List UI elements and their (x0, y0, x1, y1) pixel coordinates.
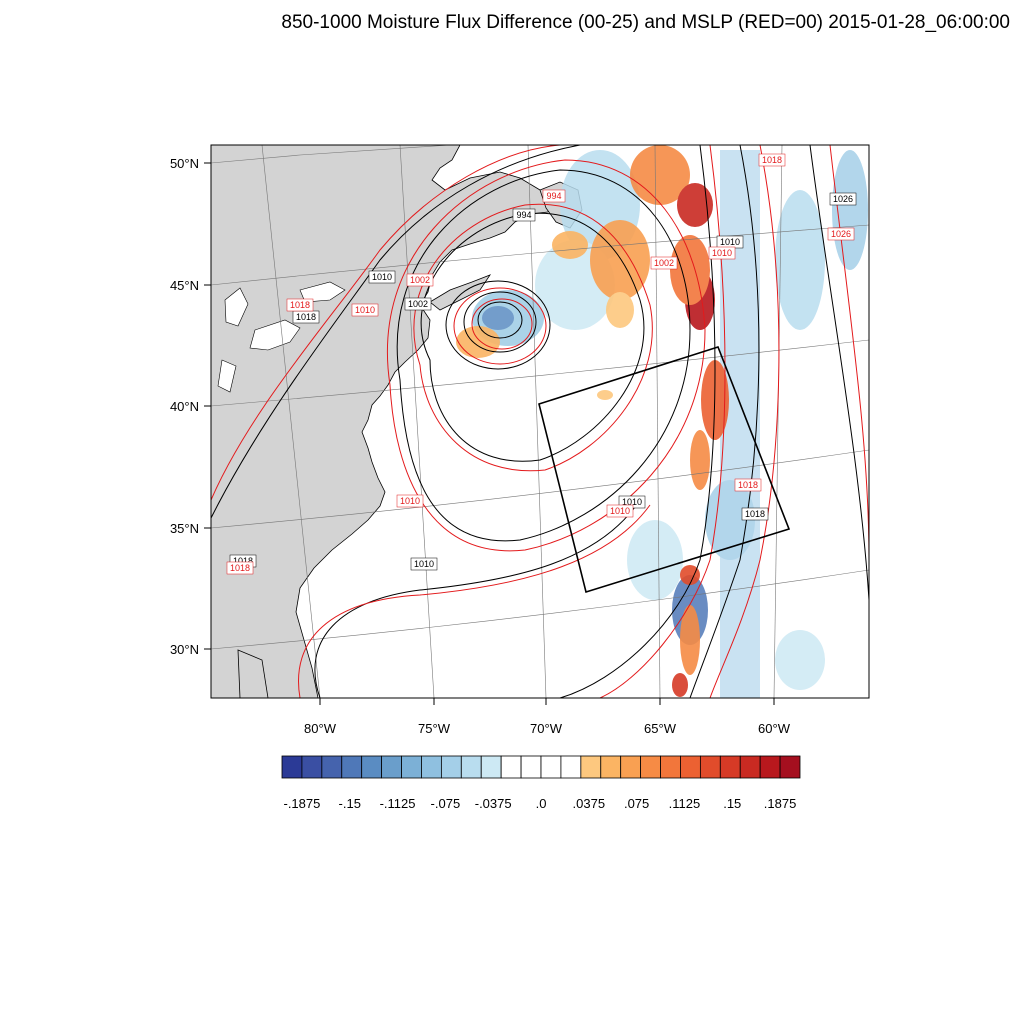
contour-label: 1010 (622, 497, 642, 507)
colorbar-swatch (381, 755, 402, 779)
graticule (211, 145, 869, 698)
contour-label: 1010 (720, 237, 740, 247)
contour-label: 1018 (233, 556, 253, 566)
land-mass (237, 649, 269, 698)
colorbar-swatch (600, 755, 622, 779)
colorbar-tick-label: .075 (624, 796, 649, 811)
colorbar-tick-label: .1125 (669, 796, 701, 811)
contour-label: 1018 (762, 155, 782, 165)
contour-label: 1002 (410, 275, 430, 285)
lon-tick-label: 75°W (418, 721, 451, 736)
contour-label: 1026 (833, 194, 853, 204)
contour-label: 1026 (831, 229, 851, 239)
contour-label: 1010 (372, 272, 392, 282)
lat-tick-label: 35°N (170, 521, 199, 536)
land-mass (211, 145, 553, 698)
colorbar-swatch (719, 755, 741, 779)
colorbar-swatch (660, 755, 681, 779)
colorbar-swatch (361, 755, 383, 779)
colorbar-swatch (421, 755, 442, 779)
colorbar-tick-label: -.15 (339, 796, 361, 811)
map-panel: 994 994 1002 1002 1010 1010 1018 1018 10… (211, 145, 869, 698)
contour-label: 1002 (408, 299, 428, 309)
colorbar-swatch (759, 755, 781, 779)
contour-labels: 994 994 1002 1002 1010 1010 1018 1018 10… (226, 153, 857, 575)
colorbar-swatch (540, 755, 562, 779)
contour-label: 1018 (296, 312, 316, 322)
colorbar-swatch (739, 755, 761, 779)
colorbar-swatch (560, 755, 582, 779)
colorbar-tick-label: .0375 (573, 796, 606, 811)
colorbar-swatch (500, 755, 522, 779)
longitude-axis: 80°W 75°W 70°W 65°W 60°W (304, 698, 791, 736)
colorbar (281, 755, 801, 779)
colorbar-tick-label: .0 (536, 796, 547, 811)
contour-label: 1018 (290, 300, 310, 310)
colorbar-swatch (520, 755, 542, 779)
colorbar-swatch (580, 755, 602, 779)
lat-tick-label: 40°N (170, 399, 199, 414)
lon-tick-label: 80°W (304, 721, 337, 736)
contour-label: 1002 (654, 258, 674, 268)
colorbar-tick-label: -.1125 (380, 796, 416, 811)
colorbar-tick-label: .1875 (764, 796, 797, 811)
mslp-contours-black (211, 145, 869, 698)
colorbar-swatch (440, 755, 462, 779)
lon-tick-label: 70°W (530, 721, 563, 736)
lat-tick-label: 45°N (170, 278, 199, 293)
colorbar-tick-label: .15 (723, 796, 741, 811)
lake (217, 359, 237, 393)
colorbar-swatch (341, 755, 363, 779)
colorbar-swatch (779, 755, 801, 779)
lat-tick-label: 30°N (170, 642, 199, 657)
contour-label: 1010 (355, 305, 375, 315)
contour-label: 1018 (745, 509, 765, 519)
colorbar-swatch (699, 755, 721, 779)
contour-label: 1010 (414, 559, 434, 569)
colorbar-tick-label: -.075 (431, 796, 461, 811)
contour-label: 1010 (610, 506, 630, 516)
contour-label: 1010 (400, 496, 420, 506)
latitude-axis: 50°N 45°N 40°N 35°N 30°N (170, 156, 211, 657)
colorbar-labels: -.1875 -.15 -.1125 -.075 -.0375 .0 .0375 .075 .1… (283, 796, 796, 811)
map-title: 850-1000 Moisture Flux Difference (00-25… (281, 12, 1010, 33)
analysis-box (538, 346, 791, 594)
colorbar-swatch (480, 755, 502, 779)
lon-tick-label: 60°W (758, 721, 791, 736)
colorbar-tick-label: -.1875 (283, 796, 320, 811)
contour-label: 1018 (230, 563, 250, 573)
lat-tick-label: 50°N (170, 156, 199, 171)
contour-label: 1018 (738, 480, 758, 490)
moisture-flux-positive (456, 145, 729, 697)
contour-label: 994 (516, 210, 531, 220)
colorbar-swatch (680, 755, 701, 779)
contour-label: 994 (546, 191, 561, 201)
colorbar-swatch (620, 755, 642, 779)
colorbar-swatch (401, 755, 422, 779)
map-frame (210, 144, 870, 699)
colorbar-swatch (460, 755, 482, 779)
lake (249, 319, 301, 351)
lake (224, 287, 249, 327)
lon-tick-label: 65°W (644, 721, 677, 736)
colorbar-swatch (301, 755, 323, 779)
colorbar-swatch (321, 755, 343, 779)
colorbar-swatch (281, 755, 303, 779)
colorbar-swatch (640, 755, 661, 779)
colorbar-tick-label: -.0375 (475, 796, 512, 811)
contour-label: 1010 (712, 248, 732, 258)
